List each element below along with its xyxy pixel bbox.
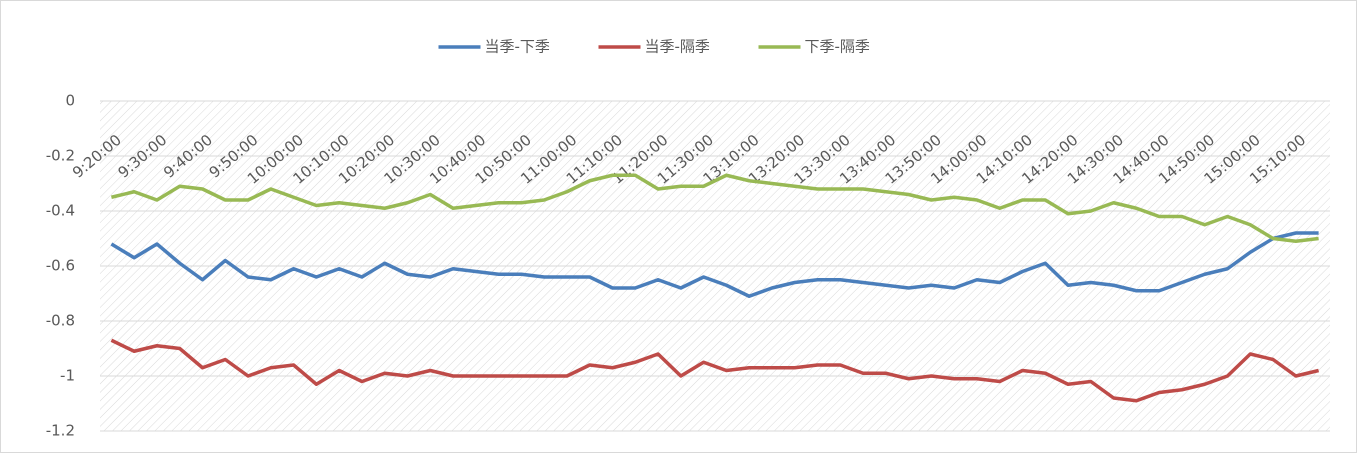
- y-tick-label: -0.2: [46, 147, 75, 165]
- y-tick-label: 0: [65, 92, 75, 110]
- legend-label: 下季-隔季: [805, 38, 870, 56]
- y-tick-label: -0.6: [46, 257, 75, 275]
- y-tick-label: -0.8: [46, 312, 75, 330]
- legend-label: 当季-下季: [485, 38, 550, 56]
- y-tick-label: -1: [60, 367, 75, 385]
- series-line: [110, 173, 1319, 243]
- series-line: [110, 231, 1319, 298]
- series-line: [110, 338, 1320, 403]
- y-tick-label: -1.2: [46, 422, 75, 440]
- y-tick-label: -0.4: [46, 202, 75, 220]
- legend-label: 当季-隔季: [645, 38, 710, 56]
- legend: 当季-下季 当季-隔季 下季-隔季: [438, 38, 870, 56]
